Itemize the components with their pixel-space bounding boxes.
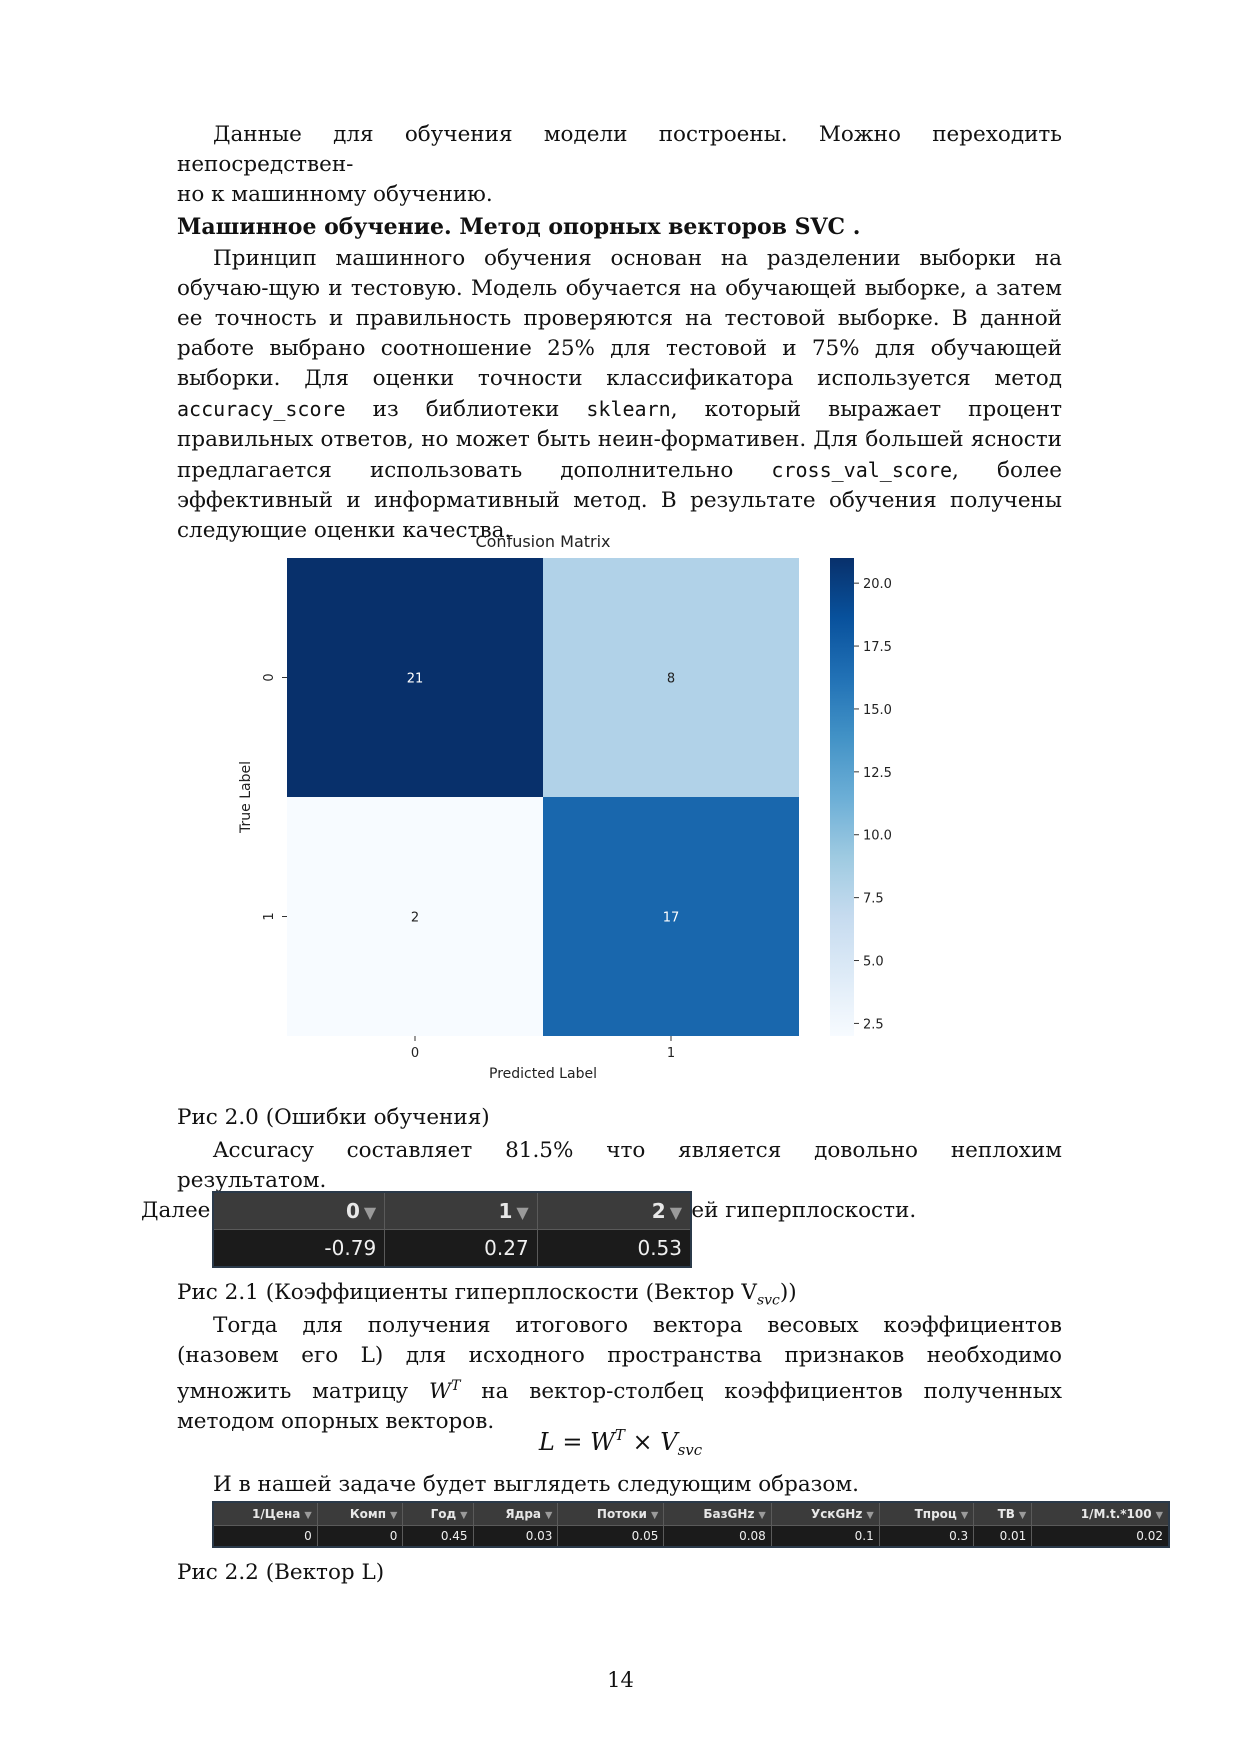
heatmap-cell-1-1 (543, 797, 799, 1036)
method-paragraph: Принцип машинного обучения основан на ра… (177, 246, 1062, 543)
vector-l-cell-5: 0.08 (663, 1525, 772, 1548)
cell-value-label: 2 (411, 911, 419, 926)
cell-value-label: 17 (663, 911, 680, 926)
vector-l-header-4[interactable]: Потоки ▼ (557, 1501, 665, 1526)
figure-caption-2-0: Рис 2.0 (Ошибки обучения) (177, 1105, 490, 1130)
vector-l-header-9[interactable]: 1/M.t.*100 ▼ (1031, 1501, 1170, 1526)
colorbar-tick-label: 10.0 (863, 829, 892, 844)
heatmap-cell-1-0 (287, 797, 543, 1036)
colorbar-tick-label: 7.5 (863, 892, 884, 907)
filter-icon[interactable]: ▼ (669, 1203, 682, 1222)
vector-l-cell-6: 0.1 (770, 1525, 880, 1548)
filter-icon[interactable]: ▼ (758, 1510, 766, 1521)
cell-value-label: 21 (407, 672, 424, 687)
x-tick-label: 0 (411, 1046, 419, 1061)
filter-icon[interactable]: ▼ (460, 1510, 468, 1521)
vector-l-header-1[interactable]: Комп ▼ (316, 1501, 404, 1526)
filter-icon[interactable]: ▼ (866, 1510, 874, 1521)
x-axis-label: Predicted Label (489, 1066, 597, 1082)
coefficients-value-row: -0.79 0.27 0.53 (212, 1229, 692, 1268)
vector-l-cell-9: 0.02 (1031, 1525, 1170, 1548)
vector-l-cell-2: 0.45 (402, 1525, 474, 1548)
filter-icon[interactable]: ▼ (516, 1203, 529, 1222)
page-number: 14 (607, 1668, 634, 1692)
vector-l-header-3[interactable]: Ядра ▼ (472, 1501, 559, 1526)
result-paragraph: И в нашей задаче будет выглядеть следующ… (213, 1472, 859, 1497)
chart-title: Confusion Matrix (475, 532, 610, 551)
y-tick-label: 1 (262, 912, 277, 920)
vector-l-header-5[interactable]: БазGHz ▼ (663, 1501, 772, 1526)
confusion-matrix-chart: Confusion Matrix 21 8 2 17 0 1 Predicted Label 0… (238, 532, 892, 1082)
colorbar-tick-label: 17.5 (863, 640, 892, 655)
filter-icon[interactable]: ▼ (304, 1510, 312, 1521)
y-tick-label: 0 (262, 673, 277, 681)
colorbar-tick-label: 12.5 (863, 766, 892, 781)
heatmap-cell-0-0 (287, 558, 543, 797)
coefficients-table: 0 ▼ 1 ▼ 2 ▼ -0.79 0.27 0.53 (212, 1191, 692, 1268)
colorbar-tick-label: 15.0 (863, 703, 892, 718)
code-cross-val-score: cross_val_score (771, 458, 953, 482)
filter-icon[interactable]: ▼ (960, 1510, 969, 1521)
coefficients-header-0[interactable]: 0 ▼ (212, 1191, 386, 1230)
filter-icon[interactable]: ▼ (650, 1510, 659, 1521)
intro-line-2: но к машинному обучению. (177, 182, 493, 207)
coefficients-cell-0: -0.79 (212, 1229, 386, 1268)
colorbar-tick-label: 5.0 (863, 955, 884, 970)
colorbar-tick-label: 2.5 (863, 1017, 884, 1032)
code-sklearn: sklearn (586, 397, 671, 421)
formula: L = WT × Vsvc (538, 1426, 703, 1459)
filter-icon[interactable]: ▼ (1155, 1510, 1163, 1521)
vector-l-cell-7: 0.3 (878, 1525, 975, 1548)
filter-icon[interactable]: ▼ (363, 1203, 377, 1222)
filter-icon[interactable]: ▼ (545, 1510, 553, 1521)
section-heading: Машинное обучение. Метод опорных векторо… (177, 214, 861, 240)
cell-value-label: 8 (667, 672, 675, 687)
intro-line-1: Данные для обучения модели построены. Мо… (177, 122, 1062, 177)
vector-l-header-8[interactable]: ТВ ▼ (973, 1501, 1033, 1526)
vector-l-cell-1: 0 (316, 1525, 404, 1548)
heatmap-cell-0-1 (543, 558, 799, 797)
x-tick-label: 1 (667, 1046, 675, 1061)
vector-l-header-0[interactable]: 1/Цена ▼ (212, 1501, 318, 1526)
coefficients-cell-1: 0.27 (384, 1229, 538, 1268)
y-axis-label: True Label (238, 761, 254, 834)
vector-l-header-row: 1/Цена ▼ Комп ▼ Год ▼ Ядра ▼ Потоки ▼ БазGHz ▼ УскGH… (212, 1501, 1170, 1526)
colorbar-tick-label: 20.0 (863, 577, 892, 592)
colorbar (830, 558, 854, 1036)
weights-paragraph: Тогда для получения итогового вектора ве… (177, 1313, 1062, 1435)
coefficients-header-1[interactable]: 1 ▼ (384, 1191, 538, 1230)
vector-l-cell-8: 0.01 (973, 1525, 1033, 1548)
vector-l-cell-4: 0.05 (557, 1525, 665, 1548)
coefficients-header-2[interactable]: 2 ▼ (536, 1191, 692, 1230)
vector-l-table: 1/Цена ▼ Комп ▼ Год ▼ Ядра ▼ Потоки ▼ БазGHz ▼ УскGH… (212, 1501, 1170, 1548)
vector-l-header-7[interactable]: Тпроц ▼ (878, 1501, 975, 1526)
code-accuracy-score: accuracy_score (177, 397, 346, 421)
coefficients-header-row: 0 ▼ 1 ▼ 2 ▼ (212, 1191, 692, 1230)
vector-l-header-6[interactable]: УскGHz ▼ (770, 1501, 880, 1526)
figure-caption-2-2: Рис 2.2 (Вектор L) (177, 1560, 385, 1585)
intro-paragraph: Данные для обучения модели построены. Мо… (177, 120, 1062, 210)
filter-icon[interactable]: ▼ (1018, 1510, 1027, 1521)
vector-l-header-2[interactable]: Год ▼ (402, 1501, 474, 1526)
coefficients-cell-2: 0.53 (536, 1229, 692, 1268)
vector-l-value-row: 0 0 0.45 0.03 0.05 0.08 0.1 0.3 0.01 0.02 (212, 1525, 1170, 1548)
vector-l-cell-3: 0.03 (472, 1525, 559, 1548)
vector-l-cell-0: 0 (212, 1525, 318, 1548)
filter-icon[interactable]: ▼ (390, 1510, 398, 1521)
figure-caption-2-1: Рис 2.1 (Коэффициенты гиперплоскости (Ве… (177, 1280, 797, 1309)
